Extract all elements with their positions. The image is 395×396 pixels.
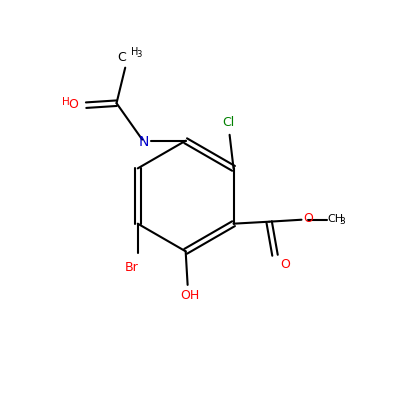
Text: Cl: Cl	[223, 116, 235, 129]
Text: H: H	[62, 97, 70, 107]
Text: O: O	[280, 259, 290, 271]
Text: CH: CH	[327, 213, 344, 223]
Text: C: C	[118, 51, 126, 65]
Text: H: H	[131, 47, 139, 57]
Text: O: O	[68, 98, 78, 111]
Text: 3: 3	[136, 50, 141, 59]
Text: OH: OH	[180, 289, 199, 302]
Text: N: N	[139, 135, 149, 149]
Text: O: O	[303, 212, 313, 225]
Text: Br: Br	[125, 261, 139, 274]
Text: 3: 3	[339, 217, 345, 226]
